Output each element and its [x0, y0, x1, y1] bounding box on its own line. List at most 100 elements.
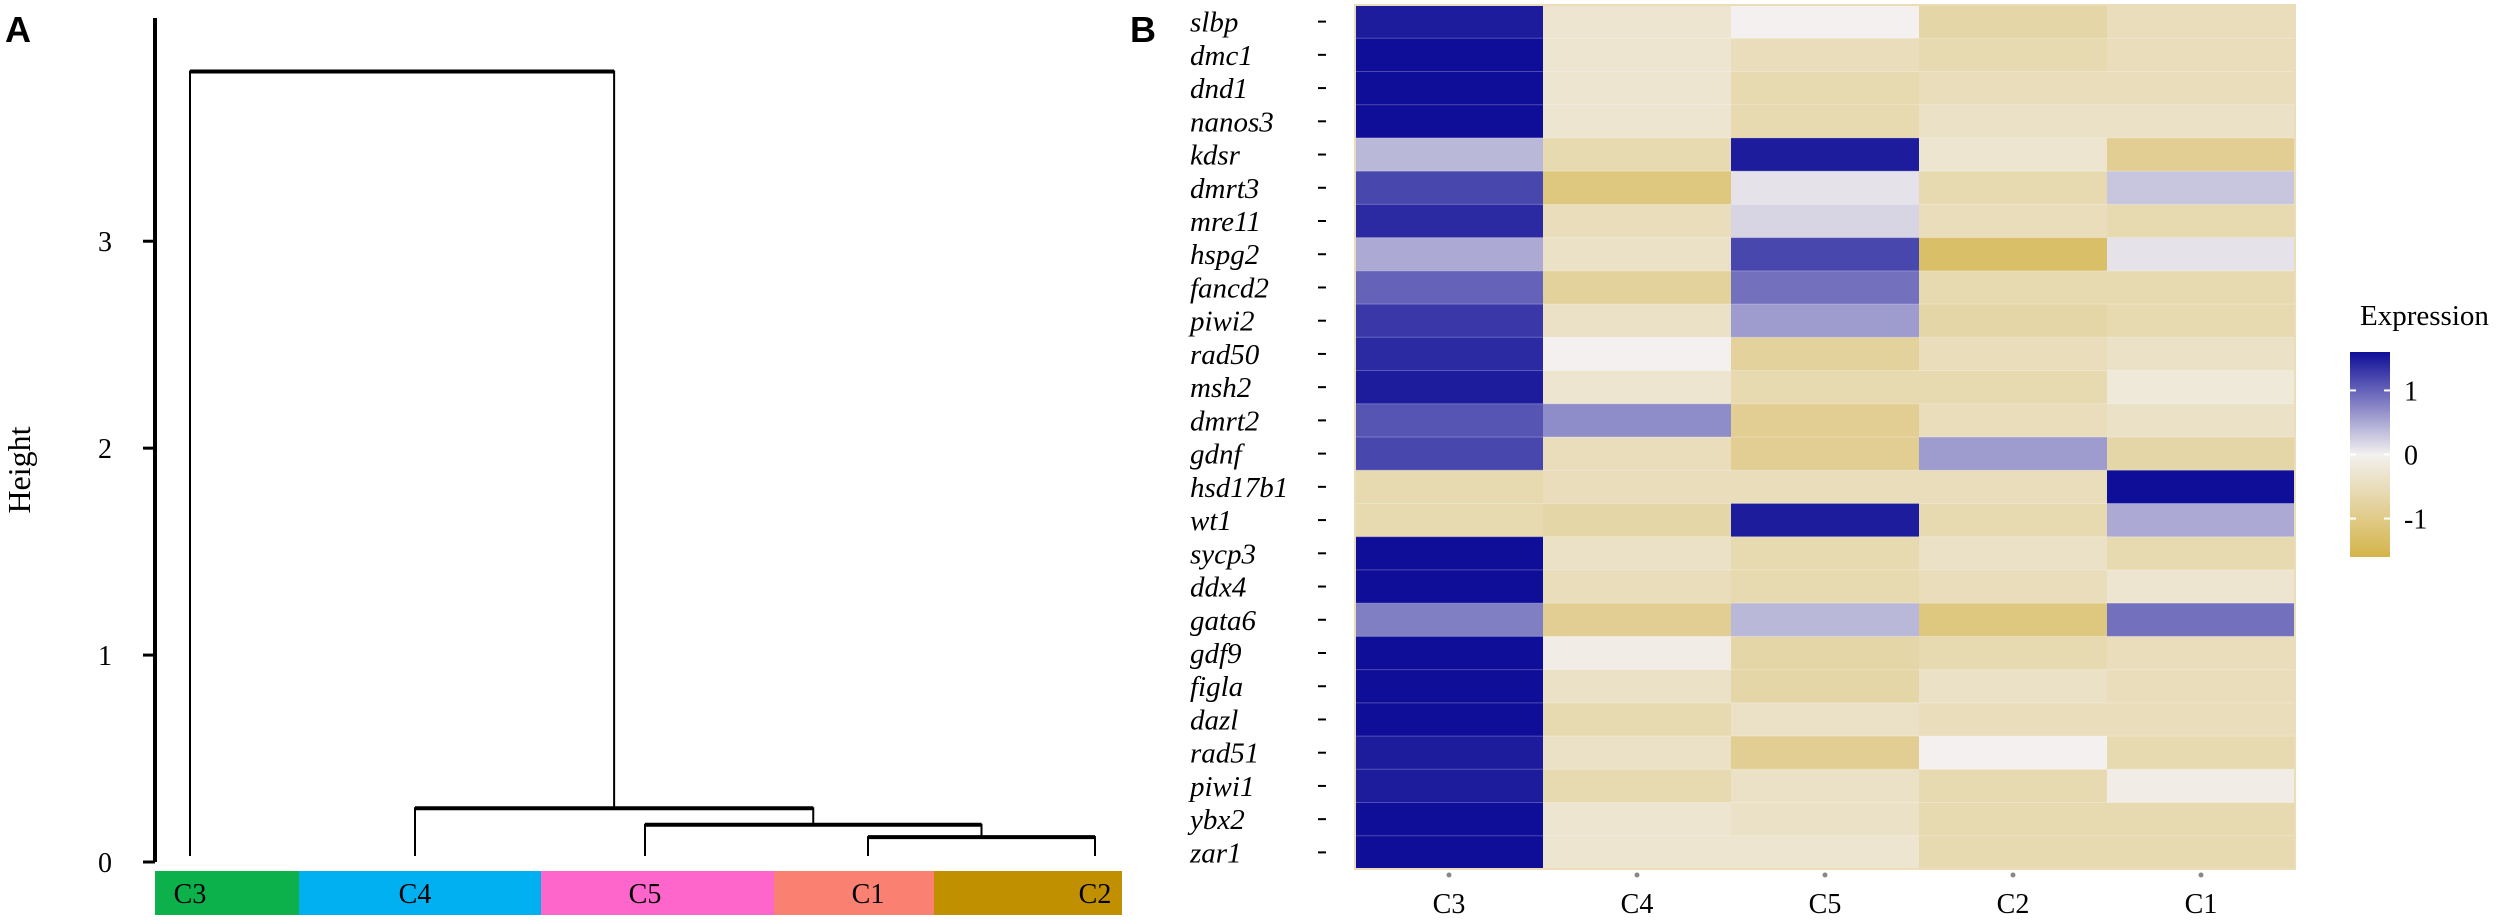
heatmap-cell-figla-c5 — [1731, 669, 1920, 704]
heatmap-row-label-mre11: mre11 — [1190, 206, 1261, 238]
heatmap-cell-zar1-c5 — [1731, 835, 1920, 870]
leaf-label-c4: C4 — [399, 879, 432, 910]
legend-tick-label: 0 — [2404, 441, 2418, 472]
heatmap-cell-rad51-c4 — [1543, 736, 1732, 770]
heatmap-row-label-fancd2: fancd2 — [1190, 272, 1269, 304]
heatmap-row-label-piwi2: piwi2 — [1188, 306, 1254, 338]
heatmap-cell-piwi2-c1 — [2107, 304, 2296, 338]
heatmap-row-label-nanos3: nanos3 — [1190, 106, 1274, 138]
heatmap-cell-rad51-c1 — [2107, 736, 2296, 770]
heatmap-cells — [1355, 5, 2296, 870]
heatmap-row-label-kdsr: kdsr — [1190, 140, 1241, 172]
heatmap-cell-rad50-c5 — [1731, 337, 1920, 372]
leaf-label-c3: C3 — [174, 879, 207, 910]
dendrogram-tick-label: 2 — [98, 434, 112, 465]
heatmap-cell-dnd1-c4 — [1543, 71, 1732, 106]
heatmap-cell-slbp-c2 — [1919, 5, 2108, 39]
heatmap-cell-ybx2-c1 — [2107, 802, 2296, 837]
heatmap-cell-dmc1-c2 — [1919, 38, 2108, 72]
heatmap-cell-slbp-c1 — [2107, 5, 2296, 39]
dendrogram-links — [189, 69, 1096, 856]
legend-tick-label: -1 — [2404, 505, 2427, 536]
heatmap-cell-dazl-c4 — [1543, 702, 1732, 737]
heatmap-col-label-c5: C5 — [1809, 889, 1842, 920]
heatmap-col-label-c3: C3 — [1433, 889, 1466, 920]
heatmap-cell-nanos3-c1 — [2107, 104, 2296, 139]
heatmap-row-label-ybx2: ybx2 — [1187, 804, 1245, 836]
heatmap-col-tick — [2198, 872, 2204, 878]
heatmap-cell-dmrt3-c2 — [1919, 171, 2108, 205]
dendrogram-tick-label: 1 — [98, 641, 112, 672]
leaf-bar-c4 — [299, 871, 541, 915]
dendrogram-link — [189, 70, 616, 856]
heatmap-cell-fancd2-c2 — [1919, 270, 2108, 305]
dendrogram-link — [867, 836, 1096, 856]
dendrogram-y-ticks: 0 1 2 3 — [98, 227, 155, 879]
heatmap-cell-slbp-c4 — [1543, 5, 1732, 39]
heatmap-cell-ddx4-c3 — [1355, 569, 1544, 604]
panel-b-label: B — [1130, 9, 1156, 50]
heatmap-col-label-c4: C4 — [1621, 889, 1654, 920]
leaf-bar-c3 — [155, 871, 299, 915]
heatmap-col-tick — [1446, 872, 1452, 878]
heatmap-cell-kdsr-c1 — [2107, 137, 2296, 172]
heatmap-cell-fancd2-c4 — [1543, 270, 1732, 305]
dendrogram-link — [414, 807, 815, 856]
heatmap-cell-dnd1-c3 — [1355, 71, 1544, 106]
heatmap-cell-figla-c1 — [2107, 669, 2296, 704]
heatmap-cell-piwi1-c1 — [2107, 769, 2296, 804]
legend-ticks: 1 0 -1 — [2350, 376, 2427, 536]
heatmap-cell-hspg2-c5 — [1731, 237, 1920, 272]
heatmap-cell-dmrt3-c3 — [1355, 171, 1544, 205]
heatmap-cell-dnd1-c2 — [1919, 71, 2108, 106]
heatmap-cell-dmc1-c4 — [1543, 38, 1732, 72]
heatmap-cell-slbp-c5 — [1731, 5, 1920, 39]
heatmap-cell-ddx4-c4 — [1543, 569, 1732, 604]
heatmap-cell-gdnf-c3 — [1355, 437, 1544, 471]
heatmap-cell-dmrt2-c2 — [1919, 403, 2108, 438]
heatmap-cell-piwi1-c2 — [1919, 769, 2108, 804]
heatmap-cell-ddx4-c1 — [2107, 569, 2296, 604]
legend-colorbar — [2350, 352, 2390, 557]
heatmap-cell-hsd17b1-c1 — [2107, 470, 2296, 504]
heatmap-row-label-gdnf: gdnf — [1190, 439, 1246, 471]
heatmap-cell-hsd17b1-c2 — [1919, 470, 2108, 504]
heatmap-cell-zar1-c4 — [1543, 835, 1732, 870]
heatmap-cell-kdsr-c3 — [1355, 137, 1544, 172]
heatmap-cell-gata6-c1 — [2107, 603, 2296, 637]
heatmap-cell-piwi1-c5 — [1731, 769, 1920, 804]
heatmap-row-label-dmrt2: dmrt2 — [1190, 405, 1259, 437]
leaf-label-c5: C5 — [629, 879, 662, 910]
heatmap-col-tick — [1634, 872, 1640, 878]
heatmap-cell-msh2-c2 — [1919, 370, 2108, 405]
heatmap-cell-mre11-c5 — [1731, 204, 1920, 239]
heatmap-row-label-gdf9: gdf9 — [1190, 638, 1242, 670]
heatmap-cell-figla-c4 — [1543, 669, 1732, 704]
heatmap-cell-dmrt2-c3 — [1355, 403, 1544, 438]
heatmap-cell-dmrt3-c4 — [1543, 171, 1732, 205]
heatmap-cell-mre11-c3 — [1355, 204, 1544, 239]
heatmap-cell-rad51-c2 — [1919, 736, 2108, 770]
heatmap-row-label-piwi1: piwi1 — [1188, 771, 1254, 803]
dendrogram-ylabel: Height — [1, 426, 37, 513]
heatmap-cell-piwi1-c4 — [1543, 769, 1732, 804]
heatmap-cell-fancd2-c5 — [1731, 270, 1920, 305]
heatmap-cell-dazl-c3 — [1355, 702, 1544, 737]
panel-a: A Height 0 1 2 3 C3 C4 C5 C1 C2 — [1, 9, 1122, 915]
heatmap-cell-ybx2-c4 — [1543, 802, 1732, 837]
dendrogram-tick-label: 0 — [98, 848, 112, 879]
heatmap-cell-zar1-c1 — [2107, 835, 2296, 870]
heatmap-cell-figla-c3 — [1355, 669, 1544, 704]
heatmap-border — [1354, 4, 2296, 870]
heatmap-cell-gata6-c5 — [1731, 603, 1920, 637]
heatmap-row-label-rad51: rad51 — [1190, 738, 1259, 770]
heatmap-cell-msh2-c5 — [1731, 370, 1920, 405]
heatmap-row-label-hspg2: hspg2 — [1190, 239, 1259, 271]
heatmap-cell-nanos3-c5 — [1731, 104, 1920, 139]
dendrogram-tick-label: 3 — [98, 227, 112, 258]
heatmap-cell-gata6-c4 — [1543, 603, 1732, 637]
heatmap-cell-ybx2-c5 — [1731, 802, 1920, 837]
heatmap-cell-piwi1-c3 — [1355, 769, 1544, 804]
heatmap-row-label-dmrt3: dmrt3 — [1190, 173, 1259, 205]
heatmap-cell-hsd17b1-c4 — [1543, 470, 1732, 504]
